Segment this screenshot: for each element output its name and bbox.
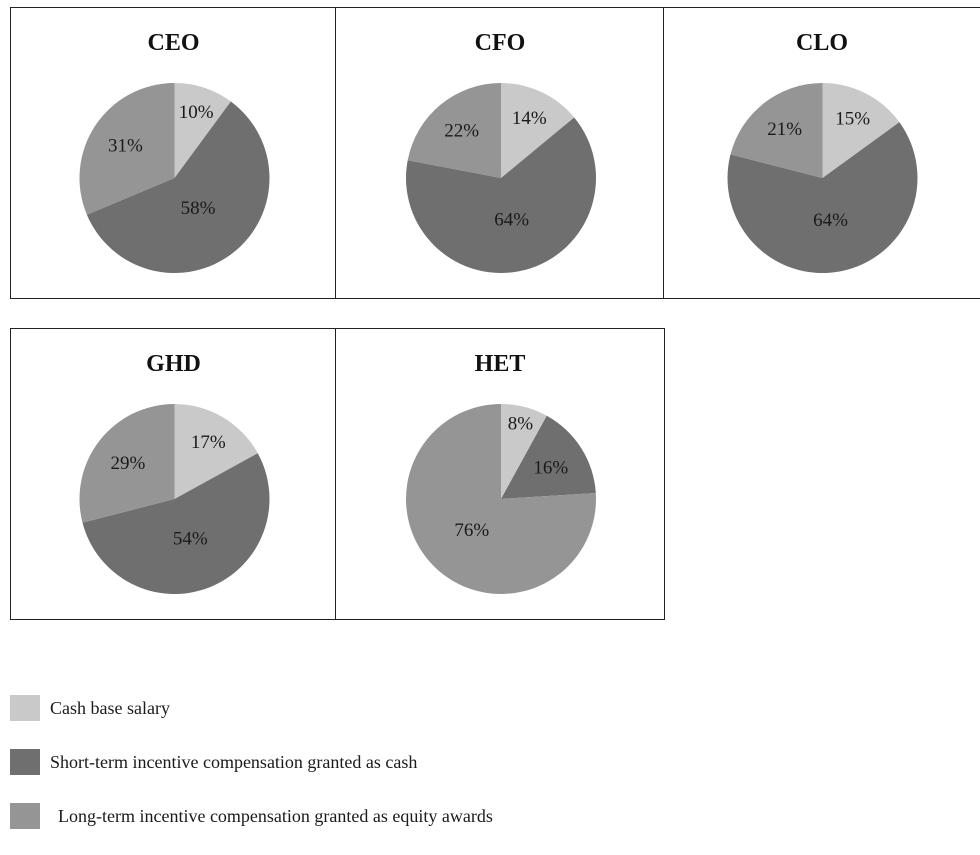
pie-slice-short-term-incentive — [501, 415, 596, 499]
pie-chart-clo: 15% 64% 21% — [727, 83, 918, 273]
legend: Cash base salary Short-term incentive co… — [10, 693, 493, 855]
pie-slice-label: 54% — [173, 529, 208, 550]
pie-slice-cash-base-salary — [501, 404, 547, 499]
pie-slice-short-term-incentive — [82, 453, 270, 594]
pie-chart-het: 8% 16% 76% — [406, 404, 596, 594]
legend-label-cash: Cash base salary — [50, 697, 170, 718]
pie-slice-label: 15% — [835, 109, 870, 130]
pie-title: CEO — [147, 30, 200, 56]
pie-title: CLO — [795, 30, 848, 56]
pie-slice-label: 17% — [191, 432, 226, 453]
pie-slice-long-term-incentive — [79, 83, 175, 215]
pie-panel-ceo: CEO 10% 58% 31% — [10, 7, 337, 299]
pie-slice-label: 58% — [181, 198, 216, 219]
pie-panel-clo: CLO 15% 64% 21% — [663, 7, 980, 299]
pie-slice-cash-base-salary — [822, 83, 900, 178]
pie-slice-label: 76% — [454, 520, 489, 541]
pie-slice-label: 22% — [444, 120, 479, 141]
pie-slice-label: 8% — [508, 414, 534, 435]
pie-panel-het: HET 8% 16% 76% — [335, 328, 665, 620]
legend-item-cash: Cash base salary — [10, 693, 493, 723]
pie-slice-cash-base-salary — [501, 83, 575, 178]
pie-panel-ghd: GHD 17% 54% 29% — [10, 328, 337, 620]
legend-swatch-long-term — [10, 803, 40, 829]
pie-slice-label: 10% — [179, 102, 214, 123]
pie-slice-long-term-incentive — [79, 404, 175, 523]
pie-title: HET — [474, 351, 526, 377]
legend-swatch-cash — [10, 695, 40, 721]
pie-slice-label: 29% — [111, 453, 146, 474]
pie-slice-short-term-incentive — [86, 101, 270, 274]
pie-slice-label: 31% — [108, 135, 143, 156]
pie-chart-ceo: 10% 58% 31% — [79, 83, 270, 274]
legend-label-short-term: Short-term incentive compensation grante… — [50, 751, 418, 772]
pie-slice-label: 64% — [494, 209, 529, 230]
pie-slice-label: 16% — [533, 457, 568, 478]
pie-slice-short-term-incentive — [406, 117, 596, 273]
pie-slice-cash-base-salary — [174, 83, 231, 178]
pie-slice-label: 14% — [512, 108, 547, 129]
pie-slice-cash-base-salary — [174, 404, 258, 499]
pie-chart-ghd: 17% 54% 29% — [79, 404, 270, 594]
legend-label-long-term: Long-term incentive compensation granted… — [58, 805, 493, 826]
legend-swatch-short-term — [10, 749, 40, 775]
pie-panel-cfo: CFO 14% 64% 22% — [335, 7, 665, 299]
pie-title: CFO — [474, 30, 526, 56]
pie-slice-long-term-incentive — [406, 404, 596, 594]
legend-item-short-term: Short-term incentive compensation grante… — [10, 747, 493, 777]
pie-slice-label: 64% — [813, 210, 848, 231]
pie-slice-long-term-incentive — [730, 83, 823, 178]
pie-title: GHD — [146, 351, 201, 377]
pie-slice-label: 21% — [767, 119, 802, 140]
legend-item-long-term: Long-term incentive compensation granted… — [10, 801, 493, 831]
pie-slice-long-term-incentive — [407, 83, 501, 178]
pie-chart-cfo: 14% 64% 22% — [406, 83, 596, 273]
pie-slice-short-term-incentive — [727, 122, 918, 273]
